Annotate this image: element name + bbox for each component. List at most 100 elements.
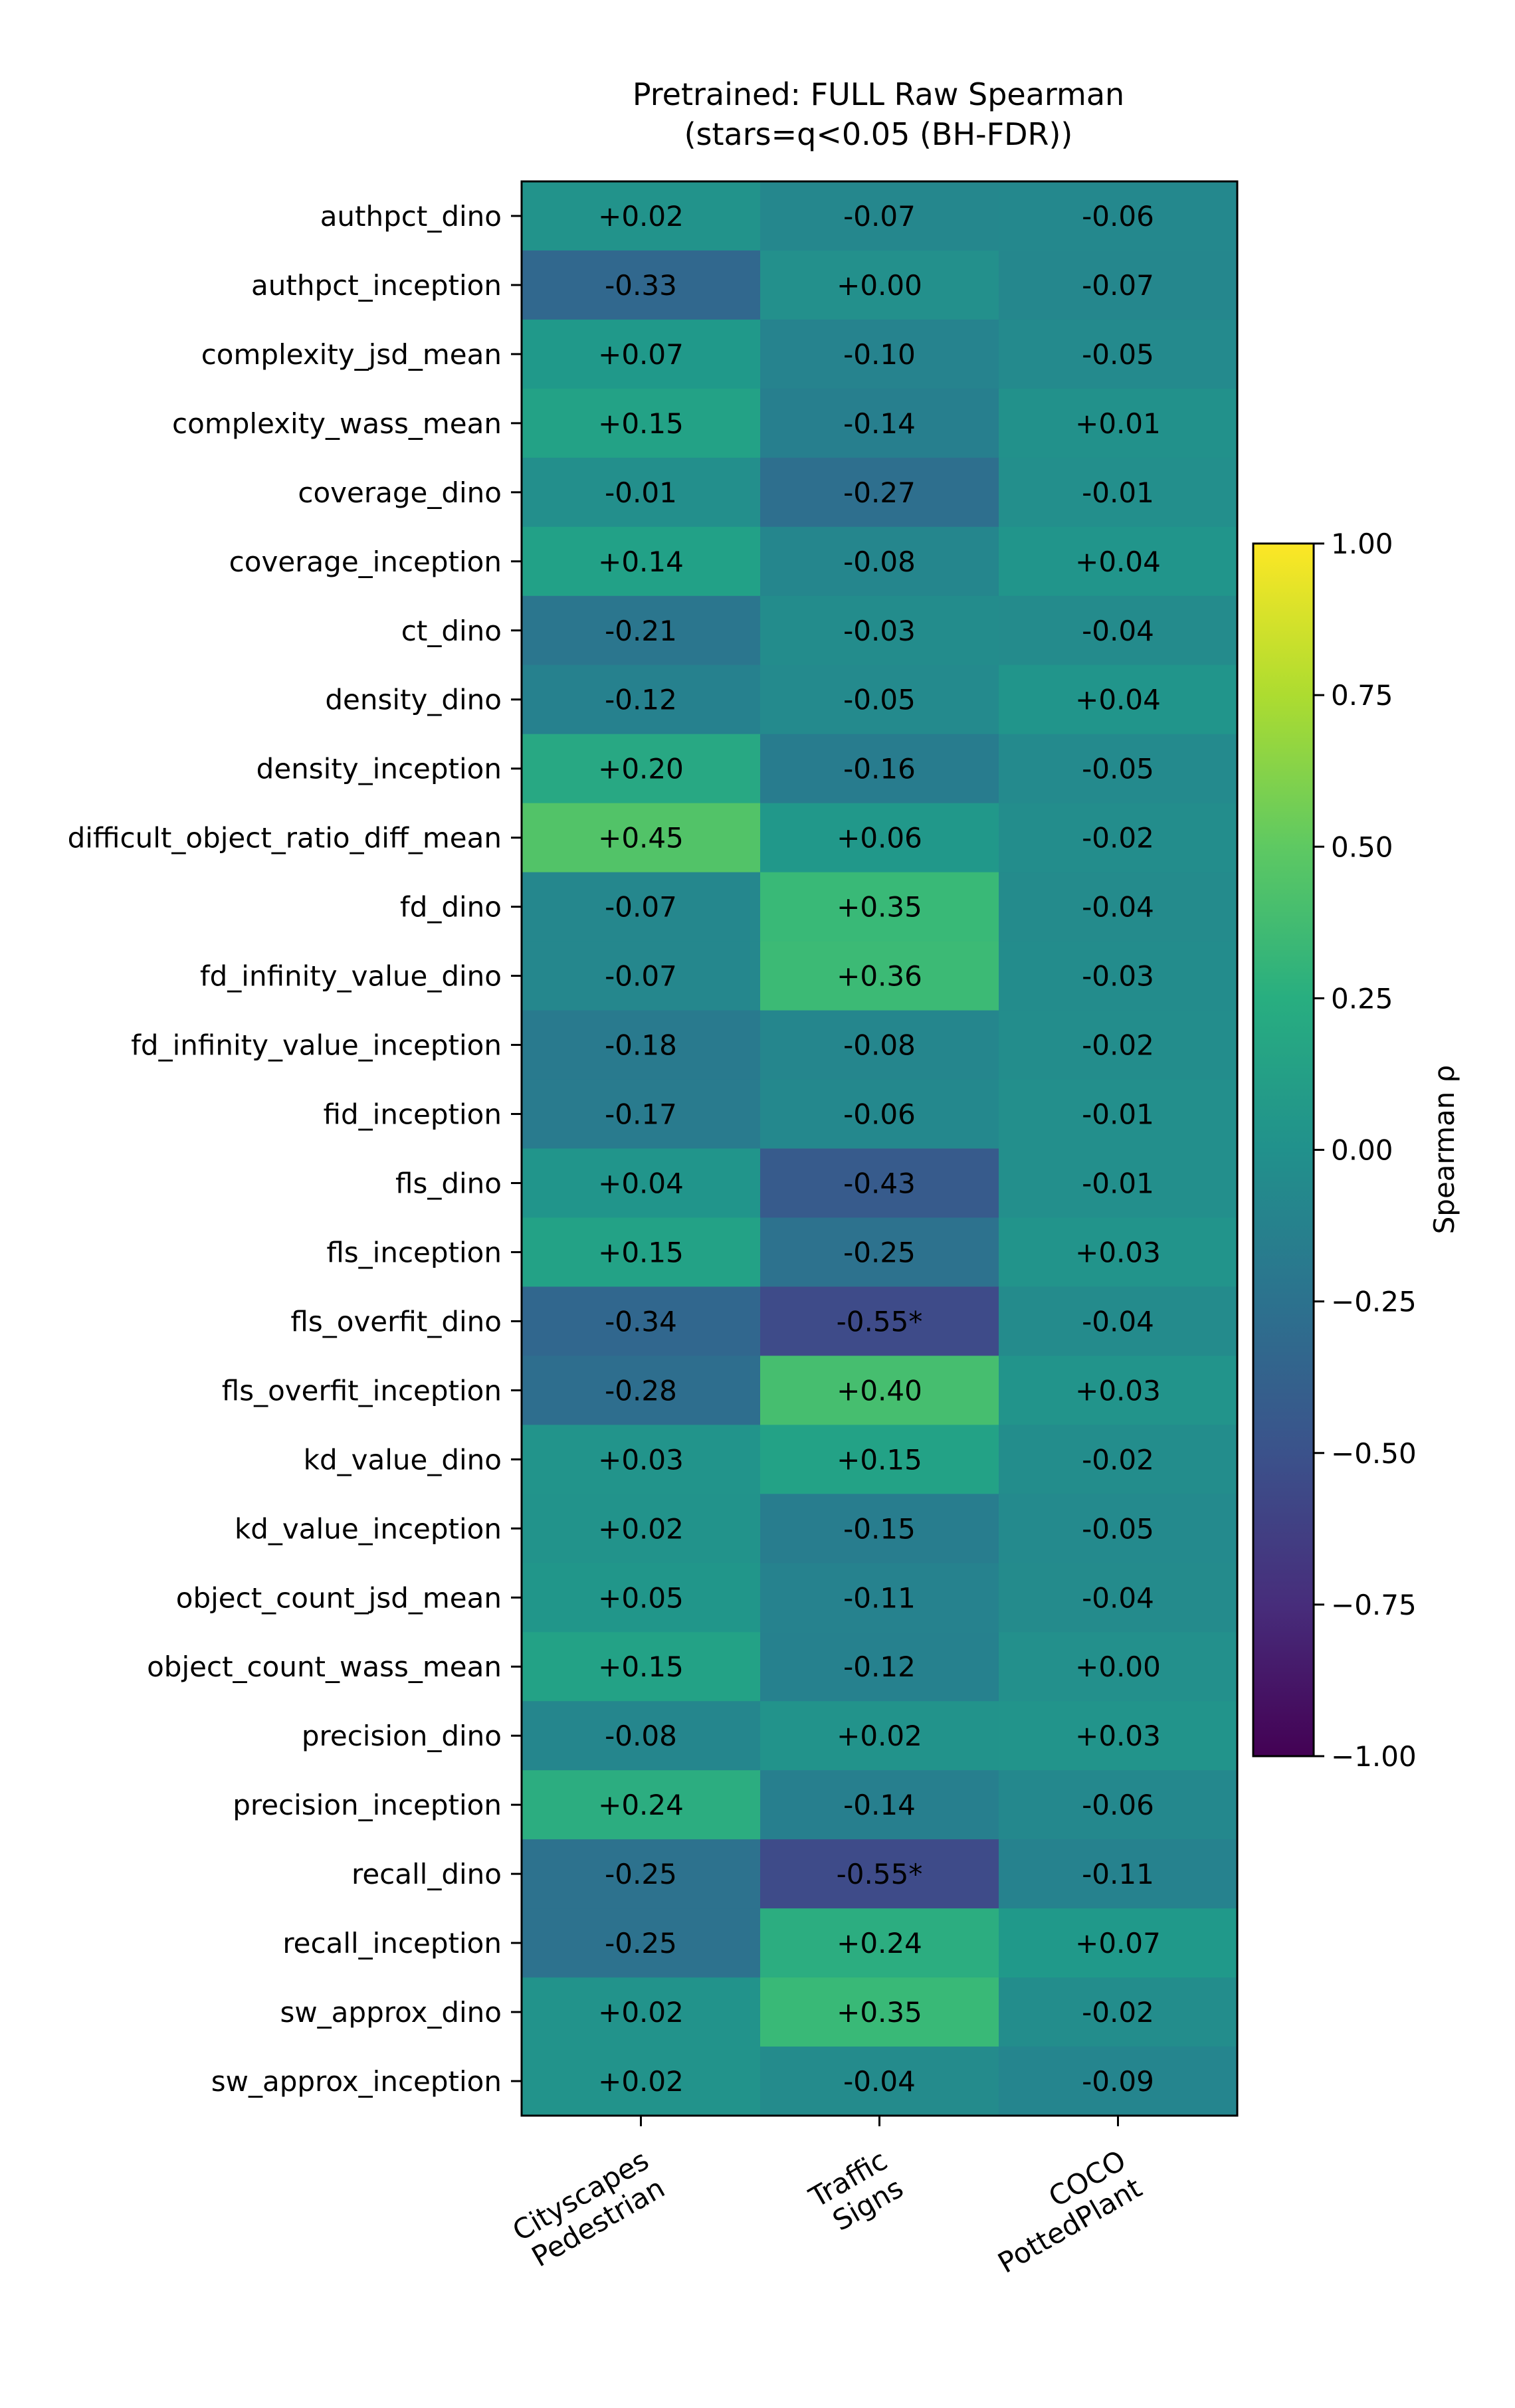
row-label: fls_overfit_dino xyxy=(290,1305,502,1338)
cell-value-label: -0.14 xyxy=(843,1789,916,1821)
cell-value-label: -0.28 xyxy=(605,1374,677,1407)
cell-value-label: -0.12 xyxy=(843,1651,916,1683)
cell-value-label: +0.02 xyxy=(837,1720,922,1752)
heatmap-cell xyxy=(522,457,761,528)
row-label: fd_infinity_value_dino xyxy=(200,960,502,993)
cell-value-label: -0.08 xyxy=(843,546,916,578)
heatmap-cell xyxy=(760,319,999,389)
row-label: density_inception xyxy=(256,753,502,785)
cell-value-label: -0.04 xyxy=(843,2065,916,2098)
colorbar: 1.00 0.75 0.50 0.25 0.00 −0.25 −0.50 −0.75 −1.00… xyxy=(1252,528,1461,1773)
heatmap-cell xyxy=(522,388,761,458)
cell-value-label: -0.34 xyxy=(605,1305,677,1338)
heatmap-cell xyxy=(760,1217,999,1287)
cell-value-label: -0.55* xyxy=(837,1305,923,1338)
heatmap-cell xyxy=(522,1148,761,1218)
cell-value-label: -0.18 xyxy=(605,1029,677,1062)
colorbar-tick-label: 1.00 xyxy=(1331,528,1393,560)
heatmap-cell xyxy=(760,1079,999,1149)
heatmap-cell xyxy=(999,803,1238,873)
heatmap-cell xyxy=(522,2047,761,2116)
heatmap-cell xyxy=(760,941,999,1011)
row-label: fls_overfit_inception xyxy=(222,1374,502,1407)
cell-value-label: +0.07 xyxy=(1075,1927,1161,1959)
row-label: kd_value_inception xyxy=(235,1512,502,1545)
heatmap-cell xyxy=(999,1977,1238,2047)
cell-value-label: -0.09 xyxy=(1082,2065,1154,2098)
colorbar-tick-label: 0.75 xyxy=(1331,679,1393,712)
row-label: authpct_inception xyxy=(251,269,502,302)
cell-value-label: +0.02 xyxy=(598,200,684,233)
row-label: fd_dino xyxy=(400,891,502,924)
heatmap-cell xyxy=(760,1563,999,1633)
cell-value-label: -0.02 xyxy=(1082,822,1154,854)
heatmap-cell xyxy=(522,319,761,389)
cell-value-label: -0.25 xyxy=(605,1858,677,1890)
cell-value-label: -0.07 xyxy=(605,891,677,924)
cell-value-label: +0.35 xyxy=(837,891,922,924)
heatmap-cell xyxy=(999,1355,1238,1425)
heatmap-cell xyxy=(999,1010,1238,1080)
row-label: difficult_object_ratio_diff_mean xyxy=(68,822,502,854)
heatmap-cell xyxy=(522,181,761,251)
cell-value-label: -0.08 xyxy=(605,1720,677,1752)
cell-value-label: +0.06 xyxy=(837,822,922,854)
colorbar-tick-label: −0.25 xyxy=(1331,1286,1417,1318)
heatmap-cell xyxy=(522,1977,761,2047)
heatmap-cell xyxy=(999,2047,1238,2116)
heatmap-cell xyxy=(522,1079,761,1149)
heatmap-cell xyxy=(760,1632,999,1702)
cell-value-label: +0.07 xyxy=(598,338,684,371)
cell-value-label: +0.15 xyxy=(598,1651,684,1683)
heatmap-cell xyxy=(522,734,761,804)
colorbar-tick-label: 0.25 xyxy=(1331,982,1393,1015)
cell-value-label: +0.14 xyxy=(598,546,684,578)
cell-value-label: -0.21 xyxy=(605,615,677,647)
heatmap-cell xyxy=(760,2047,999,2116)
colorbar-tick-label: −1.00 xyxy=(1331,1740,1417,1773)
heatmap-cell xyxy=(760,1425,999,1494)
heatmap-cell xyxy=(522,1425,761,1494)
cell-value-label: -0.01 xyxy=(1082,1098,1154,1131)
colorbar-tick-label: −0.75 xyxy=(1331,1589,1417,1621)
cell-value-label: +0.04 xyxy=(1075,546,1161,578)
cell-value-label: -0.03 xyxy=(1082,960,1154,993)
row-label: kd_value_dino xyxy=(304,1443,502,1476)
row-label: sw_approx_dino xyxy=(280,1996,502,2029)
cell-value-label: +0.03 xyxy=(1075,1720,1161,1752)
cell-value-label: -0.27 xyxy=(843,476,916,509)
cell-value-label: -0.10 xyxy=(843,338,916,371)
cell-value-label: +0.00 xyxy=(837,269,922,302)
heatmap-cell xyxy=(760,664,999,735)
row-label: sw_approx_inception xyxy=(211,2065,502,2098)
cell-value-label: +0.03 xyxy=(1075,1236,1161,1268)
cell-value-label: +0.15 xyxy=(598,407,684,440)
heatmap-cell xyxy=(999,1079,1238,1149)
cell-value-label: -0.11 xyxy=(1082,1858,1154,1890)
row-label: fls_inception xyxy=(326,1236,502,1268)
cell-value-label: +0.02 xyxy=(598,1512,684,1545)
heatmap-cell xyxy=(522,1010,761,1080)
cell-value-label: -0.05 xyxy=(1082,338,1154,371)
cell-value-label: -0.06 xyxy=(1082,200,1154,233)
cell-value-label: +0.03 xyxy=(598,1443,684,1476)
cell-value-label: -0.11 xyxy=(843,1581,916,1614)
heatmap-cell xyxy=(999,1494,1238,1563)
cell-value-label: -0.07 xyxy=(605,960,677,993)
cell-value-label: -0.02 xyxy=(1082,1443,1154,1476)
heatmap-cell xyxy=(760,250,999,320)
cell-value-label: -0.15 xyxy=(843,1512,916,1545)
row-label: recall_dino xyxy=(352,1858,502,1890)
cell-value-label: -0.05 xyxy=(1082,1512,1154,1545)
cell-value-label: -0.07 xyxy=(843,200,916,233)
cell-value-label: -0.04 xyxy=(1082,891,1154,924)
heatmap-cell xyxy=(999,457,1238,528)
row-label: recall_inception xyxy=(282,1927,502,1959)
cell-value-label: +0.15 xyxy=(837,1443,922,1476)
heatmap-cell xyxy=(522,1839,761,1909)
heatmap-cell xyxy=(999,1908,1238,1978)
row-label: complexity_wass_mean xyxy=(172,407,502,440)
